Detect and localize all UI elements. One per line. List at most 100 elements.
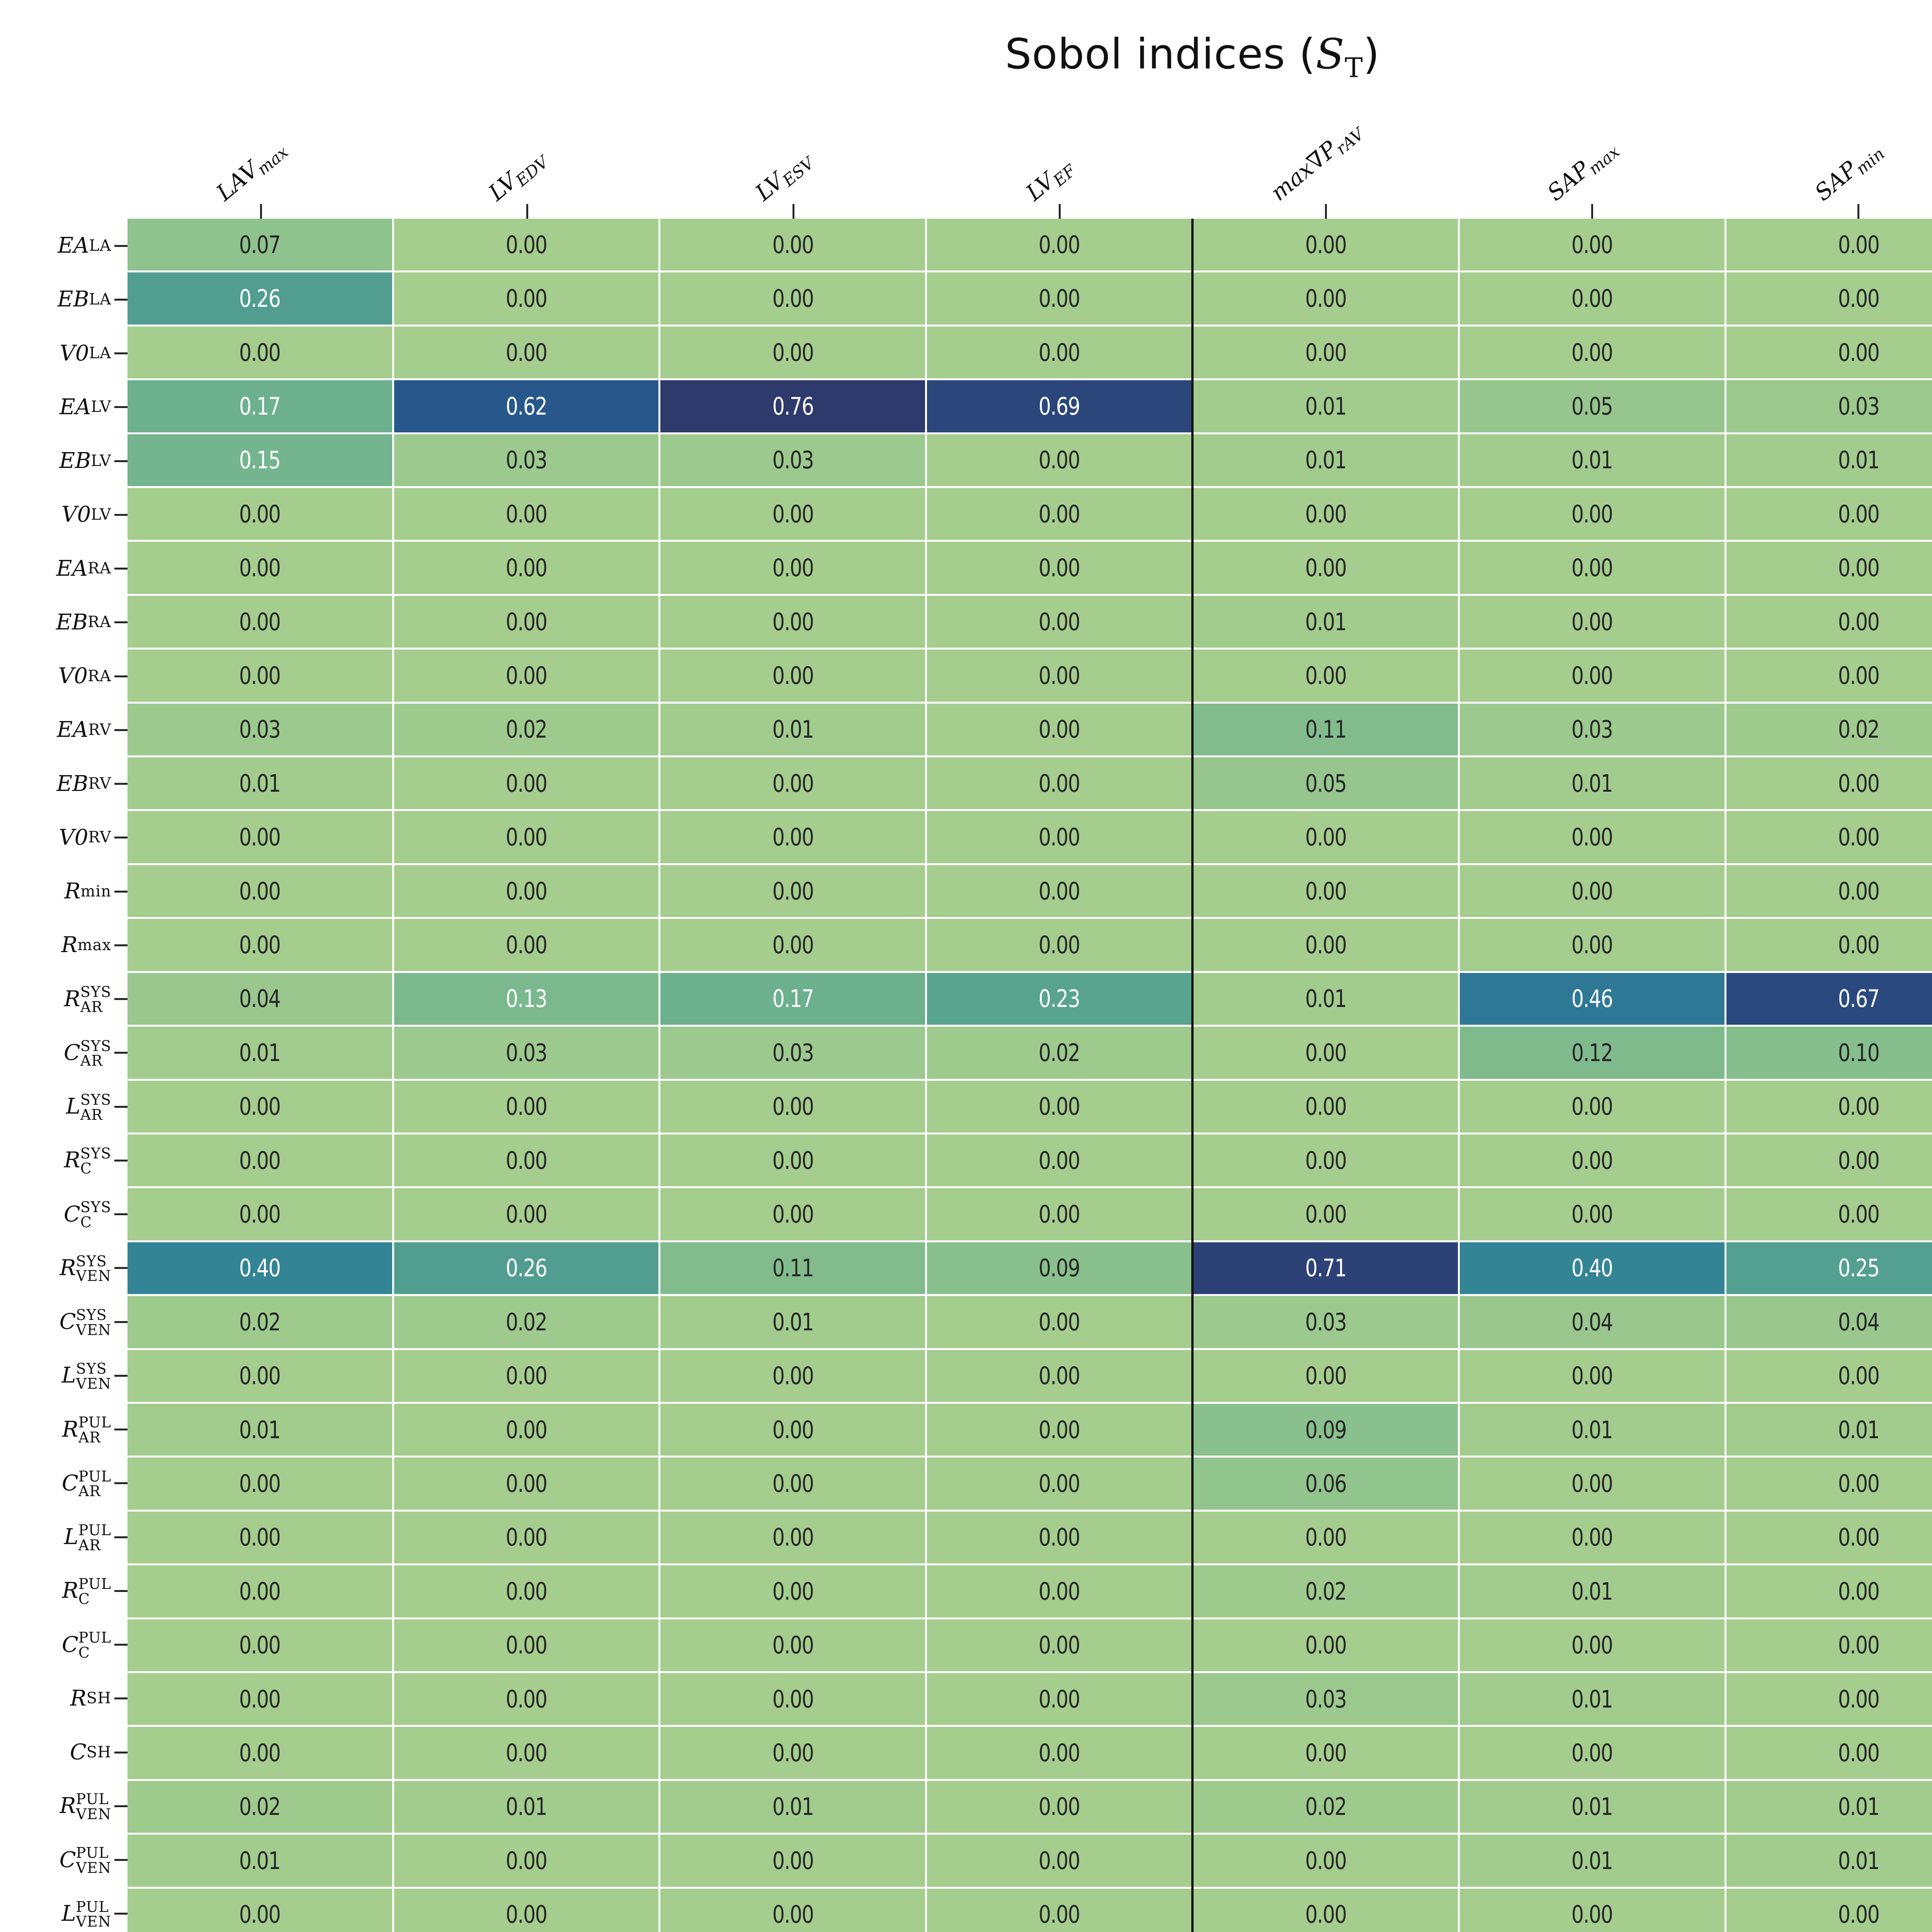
heatmap-cell: 0.03	[660, 1027, 925, 1079]
cell-value: 0.00	[239, 1362, 281, 1390]
cell-value: 0.02	[1838, 715, 1880, 744]
row-label: R SYS VEN	[60, 1252, 111, 1285]
cell-value: 0.09	[1038, 1254, 1080, 1282]
heatmap-cell: 0.00	[927, 1727, 1192, 1779]
chart-title-text: Sobol indices (	[1005, 30, 1316, 78]
heatmap-cell: 0.00	[394, 542, 659, 594]
heatmap-cell: 0.00	[128, 1511, 392, 1564]
cell-value: 0.04	[239, 985, 281, 1013]
heatmap-cell: 0.01	[1193, 595, 1458, 648]
heatmap-cell: 0.00	[1193, 811, 1458, 863]
heatmap-cell: 0.10	[1726, 1027, 1932, 1079]
heatmap-cell: 0.03	[660, 434, 925, 486]
cell-value: 0.00	[1305, 1362, 1347, 1390]
row-label: R SYS C	[64, 1145, 111, 1177]
cell-value: 0.00	[1838, 1685, 1880, 1713]
cell-value: 0.00	[772, 930, 814, 959]
cell-value: 0.00	[239, 1523, 281, 1552]
y-axis-tick	[114, 352, 128, 355]
y-axis-tick	[114, 1267, 128, 1269]
cell-value: 0.01	[1305, 607, 1347, 636]
heatmap-cell: 0.06	[1193, 1458, 1458, 1510]
heatmap-cell: 0.17	[660, 973, 925, 1025]
heatmap-cell: 0.01	[1193, 380, 1458, 432]
heatmap-cell: 0.03	[1193, 1296, 1458, 1348]
cell-value: 0.00	[505, 1469, 548, 1498]
heatmap-cell: 0.02	[1193, 1781, 1458, 1833]
heatmap-cell: 0.00	[1726, 1619, 1932, 1671]
cell-value: 0.10	[1838, 1038, 1880, 1067]
cell-value: 0.00	[1571, 823, 1613, 852]
heatmap-cell: 0.00	[128, 865, 392, 917]
cell-value: 0.00	[239, 1092, 281, 1121]
cell-value: 0.00	[239, 607, 281, 636]
heatmap-cell: 0.00	[1726, 650, 1932, 702]
heatmap-cell: 0.00	[1726, 542, 1932, 594]
heatmap-cell: 0.00	[660, 1888, 925, 1932]
cell-value: 0.00	[239, 1631, 281, 1660]
heatmap-cell: 0.00	[660, 1673, 925, 1725]
cell-value: 0.00	[505, 877, 548, 905]
heatmap-cell: 0.09	[1193, 1403, 1458, 1456]
row-label: L PUL AR	[64, 1521, 111, 1554]
cell-value: 0.17	[239, 392, 281, 420]
y-axis-tick	[114, 1536, 128, 1538]
heatmap-cell: 0.00	[1460, 1134, 1725, 1187]
cell-value: 0.00	[505, 1739, 548, 1767]
heatmap-cell: 0.00	[927, 1296, 1192, 1348]
heatmap-cell: 0.00	[927, 1188, 1192, 1240]
cell-value: 0.00	[239, 1469, 281, 1498]
heatmap-cell: 0.00	[1726, 811, 1932, 863]
cell-value: 0.00	[505, 230, 548, 259]
heatmap-cell: 0.00	[128, 1888, 392, 1932]
heatmap-cell: 0.00	[927, 1458, 1192, 1510]
heatmap-cell: 0.00	[128, 1134, 392, 1187]
cell-value: 0.00	[1038, 1577, 1080, 1605]
y-axis-tick	[114, 1697, 128, 1700]
row-label: EB LA	[57, 287, 111, 312]
heatmap-cell: 0.00	[1193, 542, 1458, 594]
cell-value: 0.00	[239, 1577, 281, 1605]
heatmap-cell: 0.00	[1726, 1565, 1932, 1617]
cell-value: 0.00	[1838, 500, 1880, 528]
heatmap-cell: 0.00	[927, 595, 1192, 648]
heatmap-cell: 0.00	[1460, 650, 1725, 702]
heatmap-cell: 0.03	[394, 1027, 659, 1079]
cell-value: 0.69	[1038, 392, 1080, 420]
cell-value: 0.00	[772, 1900, 814, 1929]
cell-value: 0.00	[1038, 1523, 1080, 1552]
cell-value: 0.00	[505, 1577, 548, 1605]
cell-value: 0.00	[239, 661, 281, 690]
heatmap-cell: 0.00	[660, 488, 925, 540]
cell-value: 0.00	[1305, 1900, 1347, 1929]
cell-value: 0.00	[1038, 1685, 1080, 1713]
heatmap-cell: 0.00	[1460, 595, 1725, 648]
heatmap-cell: 0.02	[1726, 703, 1932, 756]
heatmap-cell: 0.00	[660, 1458, 925, 1510]
heatmap-cell: 0.03	[1726, 380, 1932, 432]
cell-value: 0.00	[1838, 1200, 1880, 1229]
heatmap-cell: 0.00	[394, 919, 659, 971]
cell-value: 0.00	[1038, 1308, 1080, 1336]
heatmap-cell: 0.01	[128, 1403, 392, 1456]
cell-value: 0.02	[239, 1793, 281, 1821]
heatmap-cell: 0.09	[927, 1242, 1192, 1294]
cell-value: 0.00	[1038, 1415, 1080, 1444]
y-axis-tick	[114, 890, 128, 893]
cell-value: 0.00	[772, 1362, 814, 1390]
row-label: EA LV	[59, 394, 111, 420]
cell-value: 0.62	[505, 392, 548, 420]
cell-value: 0.00	[1038, 823, 1080, 852]
heatmap-cell: 0.02	[394, 703, 659, 756]
cell-value: 0.76	[772, 392, 814, 420]
heatmap-cell: 0.00	[128, 326, 392, 379]
heatmap-cell: 0.00	[394, 811, 659, 863]
cell-value: 0.00	[505, 607, 548, 636]
cell-value: 0.06	[1305, 1469, 1347, 1498]
chart-title-subscript: T	[1345, 52, 1363, 84]
y-axis-tick	[114, 298, 128, 301]
heatmap-cell: 0.00	[394, 1080, 659, 1133]
y-axis-tick	[114, 998, 128, 1000]
cell-value: 0.67	[1838, 985, 1880, 1013]
heatmap-cell: 0.00	[1193, 326, 1458, 379]
